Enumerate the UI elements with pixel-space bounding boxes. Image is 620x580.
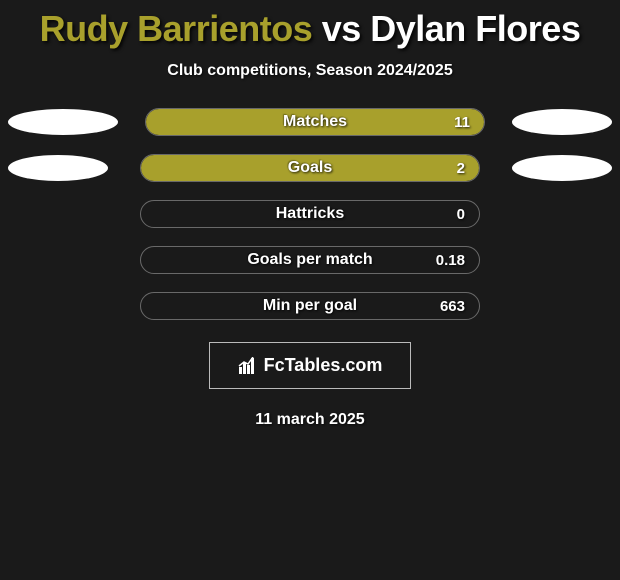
brand-box[interactable]: FcTables.com [209, 342, 412, 389]
stat-label: Goals [141, 155, 479, 181]
stat-row: Goals per match0.18 [0, 246, 620, 274]
comparison-card: Rudy Barrientos vs Dylan Flores Club com… [0, 0, 620, 429]
player2-name: Dylan Flores [370, 8, 580, 49]
brand-text: FcTables.com [264, 355, 383, 376]
page-title: Rudy Barrientos vs Dylan Flores [40, 8, 581, 50]
stat-bar: Min per goal663 [140, 292, 480, 320]
stat-bar: Goals per match0.18 [140, 246, 480, 274]
date-text: 11 march 2025 [255, 411, 364, 429]
stat-label: Matches [146, 109, 484, 135]
stat-bar: Hattricks0 [140, 200, 480, 228]
stat-row: Hattricks0 [0, 200, 620, 228]
player1-name: Rudy Barrientos [40, 8, 313, 49]
right-ellipse [512, 109, 612, 135]
stat-value: 0 [457, 201, 465, 227]
stat-value: 2 [457, 155, 465, 181]
stat-label: Min per goal [141, 293, 479, 319]
stat-bar: Goals2 [140, 154, 480, 182]
stat-row: Min per goal663 [0, 292, 620, 320]
stat-value: 11 [454, 109, 470, 135]
stat-bar: Matches11 [145, 108, 485, 136]
right-ellipse [512, 155, 612, 181]
left-ellipse [8, 109, 118, 135]
left-ellipse [8, 155, 108, 181]
stats-container: Matches11 Goals2 Hattricks0 Goals per match… [0, 108, 620, 320]
stat-label: Goals per match [141, 247, 479, 273]
stat-label: Hattricks [141, 201, 479, 227]
vs-text: vs [312, 8, 370, 49]
subtitle: Club competitions, Season 2024/2025 [167, 62, 452, 80]
stat-value: 663 [440, 293, 465, 319]
bar-chart-icon [238, 357, 258, 375]
stat-value: 0.18 [436, 247, 465, 273]
stat-row: Goals2 [0, 154, 620, 182]
stat-row: Matches11 [0, 108, 620, 136]
